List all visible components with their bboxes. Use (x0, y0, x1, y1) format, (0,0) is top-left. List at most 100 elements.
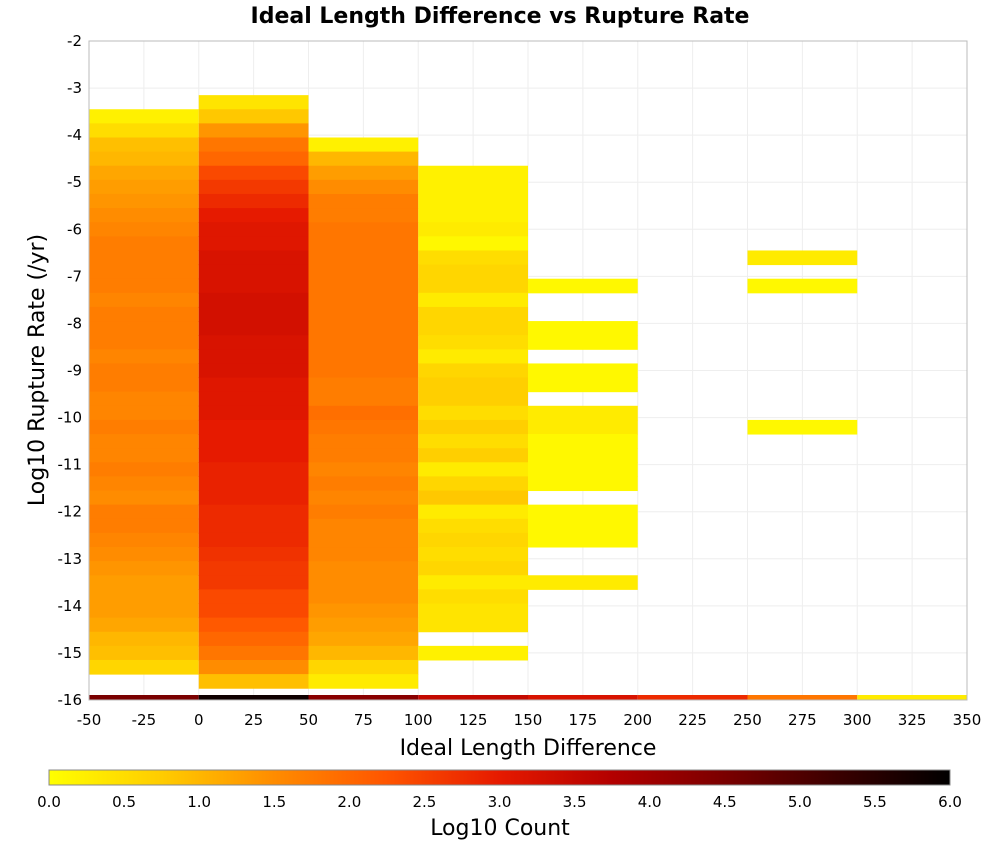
heatmap-cell (198, 419, 309, 435)
heatmap-cell (308, 306, 419, 322)
heatmap-cell (528, 321, 638, 336)
heatmap-cell (198, 589, 309, 605)
heatmap-cell (528, 434, 638, 449)
bottom-strip-cell (198, 695, 309, 700)
bottom-strip-cell (308, 695, 419, 700)
heatmap-cell (198, 490, 309, 506)
heatmap-cell (418, 208, 528, 223)
heatmap-cell (528, 476, 638, 492)
heatmap-cell (308, 419, 419, 435)
colorbar-tick-label: 6.0 (938, 793, 962, 811)
heatmap-cell (528, 462, 638, 477)
y-axis-ticks: -2 -3 -4 -5 -6 -7 -8 -9 -10 -11 -12 -13 -14 -15 -16 (58, 32, 83, 709)
heatmap-cell (198, 561, 309, 576)
x-tick-label: 300 (843, 711, 872, 729)
heatmap-cell (308, 561, 419, 576)
bottom-strip-cell (637, 695, 748, 700)
heatmap-cell (89, 321, 199, 336)
heatmap-cell (89, 462, 199, 477)
heatmap-cell (418, 405, 528, 421)
heatmap-cell (418, 321, 528, 336)
y-tick-label: -6 (67, 220, 82, 238)
x-tick-label: 50 (299, 711, 318, 729)
heatmap-cell (89, 222, 199, 237)
y-tick-label: -2 (67, 32, 82, 50)
heatmap-cell (418, 391, 528, 407)
heatmap-cell (89, 490, 199, 506)
heatmap-cell (308, 617, 419, 633)
heatmap-cell (198, 434, 309, 449)
heatmap-cell (308, 547, 419, 562)
x-tick-label: 125 (459, 711, 488, 729)
heatmap-cell (418, 589, 528, 605)
heatmap-cell (308, 448, 419, 463)
heatmap-cell (418, 165, 528, 181)
heatmap-cell (198, 292, 309, 308)
bottom-strip-cell (857, 695, 967, 700)
heatmap-cell (198, 165, 309, 181)
heatmap-cell (308, 659, 419, 675)
colorbar-tick-label: 2.5 (412, 793, 436, 811)
heatmap-cell (308, 179, 419, 195)
heatmap-cell (418, 476, 528, 492)
x-axis-title: Ideal Length Difference (400, 736, 657, 761)
heatmap-cell (308, 292, 419, 308)
heatmap-cell (89, 137, 199, 153)
heatmap-cell (198, 250, 309, 266)
colorbar-tick-label: 5.5 (863, 793, 887, 811)
heatmap-cell (528, 335, 638, 350)
x-tick-label: 325 (898, 711, 927, 729)
heatmap-cell (418, 250, 528, 266)
heatmap-cell (89, 264, 199, 280)
bottom-strip-cell (418, 695, 528, 700)
y-tick-label: -12 (58, 503, 83, 521)
heatmap-cell (89, 589, 199, 605)
heatmap-cell (308, 645, 419, 661)
heatmap-cell (747, 250, 858, 266)
y-axis-title: Log10 Rupture Rate (/yr) (25, 234, 50, 506)
heatmap-cell (418, 292, 528, 308)
heatmap-cell (198, 179, 309, 195)
heatmap-cell (89, 335, 199, 350)
heatmap-cell (308, 476, 419, 492)
heatmap-cell (418, 448, 528, 463)
y-tick-label: -16 (58, 691, 83, 709)
colorbar-tick-label: 0.0 (37, 793, 61, 811)
heatmap-cell (308, 349, 419, 364)
heatmap-cells (89, 95, 858, 689)
heatmap-cell (198, 518, 309, 534)
heatmap-cell (418, 349, 528, 364)
heatmap-cell (198, 575, 309, 590)
y-tick-label: -10 (58, 409, 83, 427)
heatmap-cell (308, 363, 419, 379)
y-tick-label: -13 (58, 550, 83, 568)
heatmap-cell (198, 349, 309, 364)
heatmap-cell (89, 377, 199, 393)
heatmap-cell (418, 547, 528, 562)
heatmap-cell (418, 561, 528, 576)
heatmap-cell (89, 532, 199, 548)
x-tick-label: 275 (788, 711, 817, 729)
colorbar-tick-label: 1.5 (262, 793, 286, 811)
heatmap-cell (308, 137, 419, 153)
heatmap-cell (198, 532, 309, 548)
heatmap-cell (308, 264, 419, 280)
x-tick-label: 100 (404, 711, 433, 729)
heatmap-cell (89, 575, 199, 590)
heatmap-cell (308, 532, 419, 548)
heatmap-cell (418, 306, 528, 322)
colorbar-tick-label: 4.0 (638, 793, 662, 811)
heatmap-cell (308, 631, 419, 647)
heatmap-cell (89, 208, 199, 223)
heatmap-cell (418, 335, 528, 350)
heatmap-cell (89, 292, 199, 308)
heatmap-cell (528, 405, 638, 421)
heatmap-cell (89, 349, 199, 364)
heatmap-cell (198, 123, 309, 138)
heatmap-cell (89, 518, 199, 534)
heatmap-cell (418, 264, 528, 280)
heatmap-cell (418, 645, 528, 661)
y-tick-label: -5 (67, 173, 82, 191)
heatmap-cell (528, 377, 638, 393)
heatmap-cell (418, 222, 528, 237)
